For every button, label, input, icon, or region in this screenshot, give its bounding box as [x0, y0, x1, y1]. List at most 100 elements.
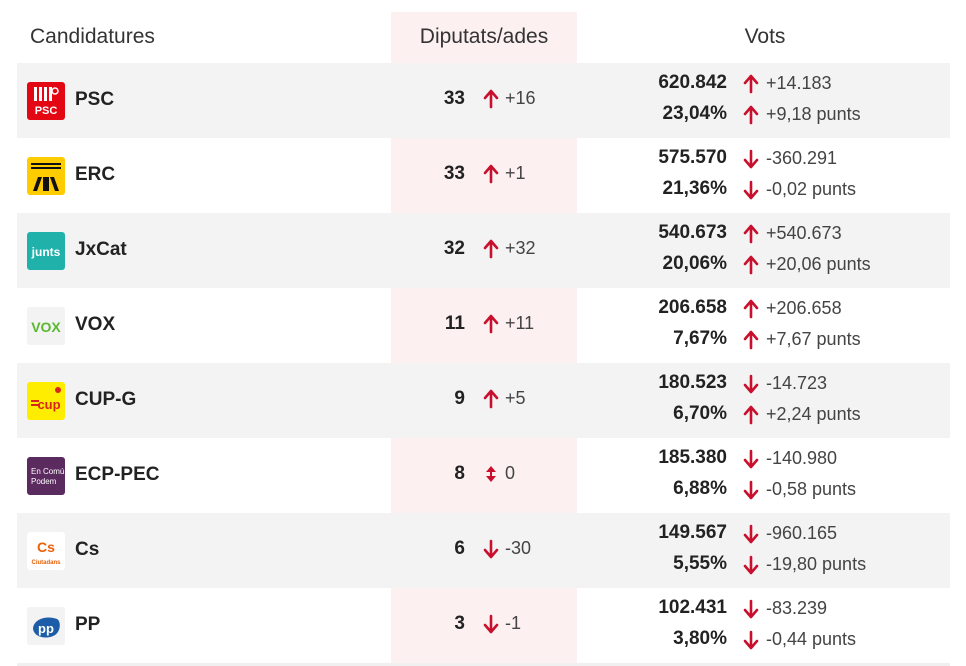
votes-change: +14.183 [766, 73, 832, 93]
arrow-down-icon [743, 630, 759, 650]
header-votes: Vots [744, 25, 786, 48]
percentage-change: +20,06 punts [766, 254, 871, 274]
ciudadanos-logo-icon: Cs Ciutadans [27, 532, 65, 570]
votes-value: 102.431 [658, 597, 727, 618]
arrow-up-icon [483, 89, 499, 109]
party-row-cs: Cs Ciutadans Cs 6 -30 149.567 -960.165 5… [17, 513, 950, 588]
votes-value: 540.673 [658, 222, 727, 243]
arrow-up-icon [743, 330, 759, 350]
arrow-down-icon [483, 539, 499, 559]
party-row-jxcat: junts JxCat 32 +32 540.673 +540.673 20,0… [17, 213, 950, 288]
party-name: Cs [75, 539, 100, 560]
votes-value: 575.570 [658, 147, 727, 168]
seat-change: +5 [505, 388, 526, 408]
votes-value: 206.658 [658, 297, 727, 318]
results-table-header: Candidatures Diputats/ades Vots [0, 12, 966, 63]
arrow-down-icon [743, 480, 759, 500]
seat-change: +16 [505, 88, 536, 108]
seat-change: +11 [505, 313, 535, 333]
percentage-value: 6,70% [673, 403, 727, 424]
arrow-up-icon [743, 105, 759, 125]
svg-text:En Comú: En Comú [31, 467, 64, 476]
svg-text:VOX: VOX [31, 319, 61, 335]
seats-value: 9 [454, 388, 465, 409]
arrow-down-icon [743, 180, 759, 200]
arrow-up-icon [743, 405, 759, 425]
arrow-down-icon [743, 555, 759, 575]
arrow-up-icon [483, 164, 499, 184]
arrow-down-icon [743, 599, 759, 619]
arrow-down-icon [743, 524, 759, 544]
percentage-value: 23,04% [662, 103, 727, 124]
arrow-up-icon [483, 314, 499, 334]
votes-change: +540.673 [766, 223, 842, 243]
seats-value: 3 [454, 613, 465, 634]
percentage-value: 21,36% [662, 178, 727, 199]
percentage-change: -0,58 punts [766, 479, 857, 499]
junts-logo-icon: junts [27, 232, 65, 270]
percentage-value: 5,55% [673, 553, 727, 574]
seat-change: 0 [505, 463, 516, 483]
seats-value: 32 [443, 238, 465, 259]
percentage-change: -19,80 punts [766, 554, 867, 574]
votes-change: -83.239 [766, 598, 828, 618]
arrow-up-icon [483, 239, 499, 259]
arrow-up-icon [743, 299, 759, 319]
header-seats: Diputats/ades [419, 25, 549, 48]
percentage-change: +2,24 punts [766, 404, 861, 424]
svg-text:pp: pp [38, 621, 54, 636]
votes-value: 180.523 [658, 372, 727, 393]
votes-change: -14.723 [766, 373, 828, 393]
seat-change: -1 [505, 613, 522, 633]
party-row-ecp-pec: En Comú Podem ECP-PEC 8 0 185.380 -140.9… [17, 438, 950, 513]
en-comu-podem-logo-icon: En Comú Podem [27, 457, 65, 495]
votes-change: -960.165 [766, 523, 838, 543]
party-name: PP [75, 614, 101, 635]
vox-logo-icon: VOX [27, 307, 65, 345]
arrow-up-icon [743, 255, 759, 275]
seat-change: -30 [505, 538, 532, 558]
seats-value: 33 [443, 163, 465, 184]
seats-value: 6 [454, 538, 465, 559]
svg-text:Cs: Cs [37, 539, 55, 555]
party-row-vox: VOX VOX 11 +11 206.658 +206.658 7,67% +7… [17, 288, 950, 363]
votes-value: 149.567 [658, 522, 727, 543]
arrow-down-icon [743, 149, 759, 169]
party-name: ERC [75, 164, 116, 185]
party-row-pp: pp PP 3 -1 102.431 -83.239 3,80% -0,44 p… [17, 588, 950, 663]
seats-value: 8 [454, 463, 465, 484]
pp-logo-icon: pp [27, 607, 65, 645]
party-row-cup-g: cup CUP-G 9 +5 180.523 -14.723 6,70% +2,… [17, 363, 950, 438]
party-row-erc: ERC 33 +1 575.570 -360.291 21,36% -0,02 … [17, 138, 950, 213]
percentage-change: +9,18 punts [766, 104, 861, 124]
seat-change: +1 [505, 163, 526, 183]
votes-change: +206.658 [766, 298, 842, 318]
party-name: CUP-G [75, 389, 137, 410]
svg-text:cup: cup [37, 397, 60, 412]
arrow-up-icon [483, 389, 499, 409]
seats-value: 11 [444, 313, 465, 334]
table-bottom-divider [17, 663, 950, 666]
percentage-change: -0,02 punts [766, 179, 857, 199]
party-name: JxCat [75, 239, 127, 260]
cup-logo-icon: cup [27, 382, 65, 420]
header-candidacies: Candidatures [30, 25, 155, 48]
party-row-psc: PSC PSC 33 +16 620.842 +14.183 23,04% +9… [17, 63, 950, 138]
svg-text:Podem: Podem [31, 477, 57, 486]
percentage-value: 3,80% [673, 628, 727, 649]
votes-change: -140.980 [766, 448, 838, 468]
votes-value: 620.842 [658, 72, 727, 93]
arrow-down-icon [743, 449, 759, 469]
seats-value: 33 [443, 88, 465, 109]
erc-logo-icon [27, 157, 65, 195]
percentage-change: +7,67 punts [766, 329, 861, 349]
percentage-value: 6,88% [673, 478, 727, 499]
arrow-down-icon [483, 614, 499, 634]
results-table: PSC PSC 33 +16 620.842 +14.183 23,04% +9… [17, 63, 950, 663]
percentage-value: 7,67% [673, 328, 727, 349]
votes-value: 185.380 [658, 447, 727, 468]
psc-logo-icon: PSC [27, 82, 65, 120]
votes-change: -360.291 [766, 148, 838, 168]
seat-change: +32 [505, 238, 536, 258]
svg-text:PSC: PSC [35, 105, 58, 117]
